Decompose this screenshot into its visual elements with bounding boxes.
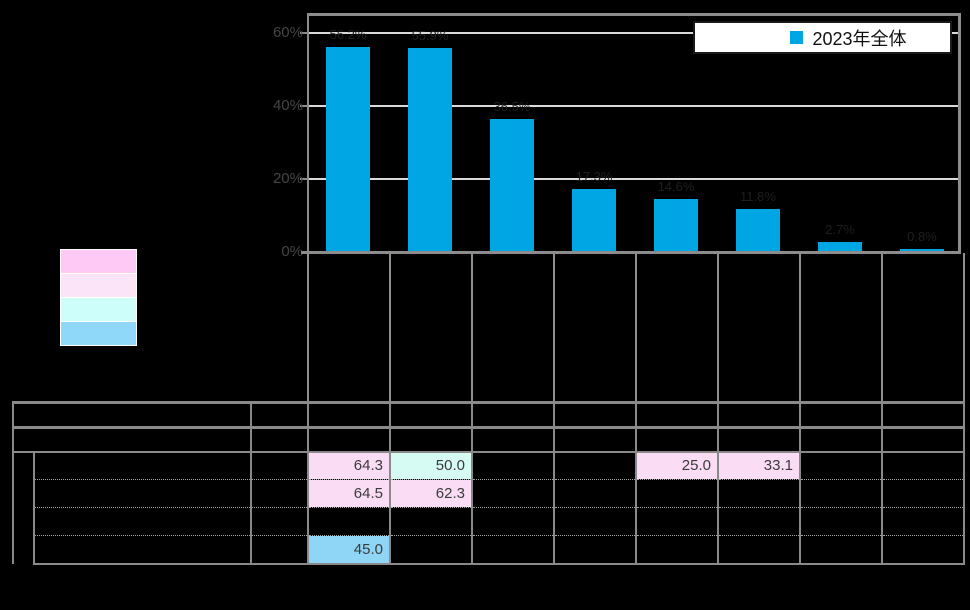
value-cell: 33.1	[717, 451, 801, 480]
row-indent-cell	[12, 479, 35, 508]
value-cell: 25.0	[635, 451, 719, 480]
row-label-cell	[33, 479, 252, 508]
value-cell: 62.3	[389, 479, 473, 508]
bar	[654, 198, 698, 252]
row-indent-cell	[12, 451, 35, 480]
category-divider-line	[635, 253, 637, 401]
header-col-2	[389, 401, 473, 429]
bar-value-label: 11.8%	[740, 188, 776, 204]
table-row-1: 64.3 50.0 25.0 33.1	[12, 451, 965, 480]
gridline-40	[309, 105, 958, 107]
legend-series-swatch-icon	[790, 31, 804, 44]
header-col-8	[881, 401, 965, 429]
header-col-7	[799, 401, 883, 429]
color-key-row-light-pink	[61, 274, 136, 297]
bar-value-label: 36.5%	[493, 98, 531, 114]
bar-value-label: 0.8%	[907, 229, 937, 245]
value-cell: 45.0	[307, 535, 391, 565]
table-header-row-1	[12, 401, 965, 429]
bar-value-label: 17.3%	[575, 168, 613, 184]
stats-table: 64.3 50.0 25.0 33.1 64.5 62.3	[12, 401, 965, 565]
bar	[408, 47, 452, 252]
color-key-row-strong-pink	[61, 250, 136, 273]
subheader-n-cell	[250, 427, 309, 453]
category-divider-line	[799, 253, 801, 401]
row-label-cell	[33, 507, 252, 536]
bar	[572, 188, 616, 252]
plot-top-border	[307, 13, 961, 16]
header-question-cell	[12, 401, 252, 429]
legend-series-label: 2023年全体	[812, 28, 907, 49]
value-cell: 50.0	[389, 451, 473, 480]
category-divider-line	[307, 253, 309, 401]
bar-value-label: 56.2%	[329, 26, 367, 42]
category-divider-line	[881, 253, 883, 401]
value-cell: 64.3	[307, 451, 391, 480]
y-axis-tick	[300, 105, 307, 107]
category-divider-line	[963, 253, 965, 401]
row-n-cell	[250, 479, 309, 508]
y-axis-tick	[300, 32, 307, 34]
value-cell: 64.5	[307, 479, 391, 508]
table-row-3	[12, 507, 965, 536]
bar-value-label: 55.9%	[411, 27, 449, 43]
table-header-row-2	[12, 427, 965, 453]
y-tick-label: 40%	[272, 97, 303, 114]
category-divider-line	[717, 253, 719, 401]
chart-legend: 2023年全体	[693, 21, 952, 54]
header-col-4	[553, 401, 637, 429]
gridline-60	[309, 32, 958, 34]
plot-left-border	[307, 13, 309, 254]
color-key-row-light-cyan	[61, 298, 136, 321]
gridline-20	[309, 178, 958, 180]
category-divider-line	[471, 253, 473, 401]
y-tick-label: 20%	[272, 170, 303, 187]
y-axis-tick	[300, 178, 307, 180]
bar-value-label: 14.6%	[657, 178, 695, 194]
header-n-cell	[250, 401, 309, 429]
header-col-3	[471, 401, 555, 429]
bar	[818, 242, 862, 252]
category-divider-line	[553, 253, 555, 401]
subheader-label-cell	[12, 427, 252, 453]
bar	[490, 118, 534, 252]
row-label-cell	[33, 451, 252, 480]
bar	[736, 208, 780, 252]
bar-value-label: 2.7%	[825, 222, 855, 238]
row-n-cell	[250, 507, 309, 536]
color-key-row-blue	[61, 322, 136, 345]
bar	[900, 249, 944, 252]
row-n-cell	[250, 451, 309, 480]
y-tick-label: 0%	[281, 243, 303, 260]
header-col-5	[635, 401, 719, 429]
table-row-4: 45.0	[12, 535, 965, 565]
bar	[326, 46, 370, 252]
category-divider-line	[389, 253, 391, 401]
row-indent-cell	[12, 535, 35, 564]
table-row-2: 64.5 62.3	[12, 479, 965, 508]
color-key	[60, 249, 137, 346]
header-col-6	[717, 401, 801, 429]
row-n-cell	[250, 535, 309, 565]
plot-right-border	[958, 13, 961, 254]
header-col-1	[307, 401, 391, 429]
row-label-cell	[33, 535, 252, 565]
row-indent-cell	[12, 507, 35, 536]
x-axis-line	[301, 251, 961, 254]
y-tick-label: 60%	[272, 24, 303, 41]
